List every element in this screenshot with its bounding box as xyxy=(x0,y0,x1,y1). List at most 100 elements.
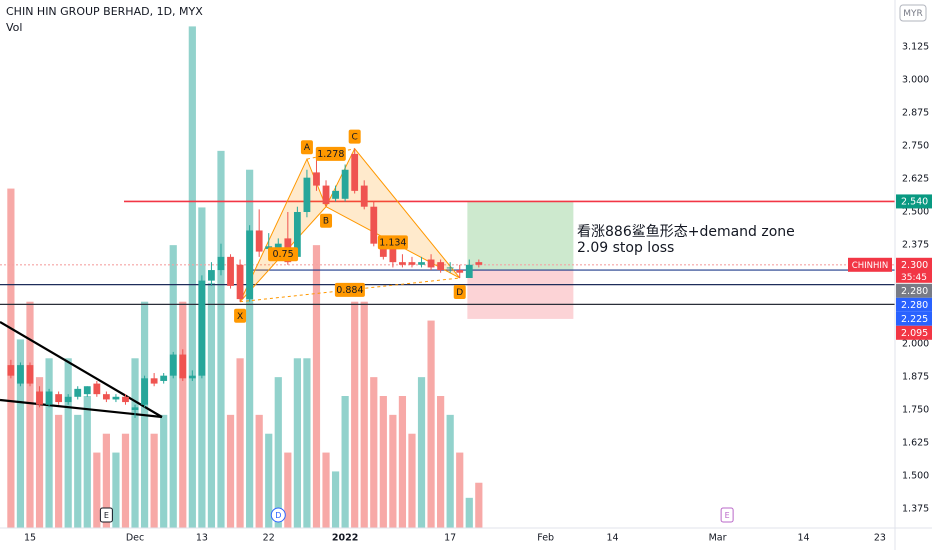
candle-body xyxy=(322,185,330,205)
volume-bar xyxy=(370,377,378,528)
stop-zone xyxy=(467,270,574,319)
volume-bar xyxy=(341,396,349,528)
event-marker[interactable] xyxy=(720,507,734,523)
volume-bar xyxy=(303,358,311,528)
pattern-point-label: B xyxy=(323,217,329,227)
volume-bar xyxy=(64,358,72,528)
volume-bar xyxy=(312,245,321,528)
candle-body xyxy=(64,396,72,403)
y-tick-label: 1.750 xyxy=(902,404,929,415)
candle-body xyxy=(332,190,339,199)
event-marker[interactable] xyxy=(99,507,113,523)
ratio-label: 1.278 xyxy=(317,149,344,160)
candle-body xyxy=(122,396,129,403)
y-tick-label: 1.625 xyxy=(902,437,929,448)
pattern-point-label: X xyxy=(237,312,243,322)
trend-line xyxy=(0,321,163,418)
candle-body xyxy=(341,169,349,199)
candle-body xyxy=(475,262,483,265)
symbol-badge xyxy=(848,257,892,272)
pattern-point-box xyxy=(320,213,333,228)
volume-bar xyxy=(226,414,235,528)
candle-body xyxy=(360,185,368,207)
volume-bar xyxy=(7,188,15,529)
x-tick-label: 17 xyxy=(444,533,456,544)
event-marker[interactable] xyxy=(270,507,286,523)
volume-bar xyxy=(475,482,483,528)
price-badge-label: 2.095 xyxy=(901,328,928,339)
pattern-point-box xyxy=(453,284,466,299)
candle-body xyxy=(169,354,177,376)
price-badge xyxy=(896,297,932,312)
y-tick-label: 2.000 xyxy=(902,338,929,349)
candle-body xyxy=(188,375,196,379)
candle-body xyxy=(389,243,397,263)
candle-body xyxy=(399,262,406,265)
volume-bar xyxy=(408,433,416,528)
volume-bar xyxy=(207,282,216,528)
volume-bar xyxy=(45,358,53,528)
pattern-point-label: D xyxy=(456,288,463,298)
price-badge xyxy=(896,257,932,272)
axis-layer: 1.375 1.500 1.625 1.750 1.875 2.000 2.375 2.500… xyxy=(24,41,932,544)
price-badge-label: 2.280 xyxy=(901,286,928,297)
candle-body xyxy=(7,365,15,376)
volume-bar xyxy=(102,433,110,528)
volume-bar xyxy=(83,396,91,528)
x-tick-label: 22 xyxy=(263,533,275,544)
volume-bar xyxy=(160,414,168,528)
annotation: 看涨886鲨鱼形态+demand zone xyxy=(577,223,795,240)
pattern-point-box xyxy=(300,140,313,155)
x-tick-label: Feb xyxy=(537,533,554,544)
ratio-box xyxy=(377,235,408,250)
candle-body xyxy=(55,394,63,403)
currency-box[interactable] xyxy=(899,4,927,22)
event-label[interactable]: D xyxy=(275,511,281,520)
pattern-point-box xyxy=(348,129,361,144)
x-tick-label: 15 xyxy=(24,533,36,544)
event-label[interactable]: E xyxy=(725,511,730,520)
volume-bar xyxy=(437,396,445,528)
volume-bar xyxy=(16,339,25,528)
volume-bar xyxy=(188,26,196,529)
volume-bar xyxy=(255,414,263,528)
candle-body xyxy=(112,396,120,400)
volume-bar xyxy=(236,358,244,528)
candle-body xyxy=(418,262,425,265)
volume-bar xyxy=(246,169,254,528)
x-tick-label: 2022 xyxy=(332,533,358,544)
candle-body xyxy=(437,262,445,271)
price-badge-label: 2.280 xyxy=(901,300,928,311)
volume-bar xyxy=(322,452,330,528)
candle-body xyxy=(141,378,148,405)
candle-body xyxy=(408,262,416,265)
candle-body xyxy=(45,391,53,405)
price-layer: X A B C D 0.75 1.278 1.134 0.884 E D E 看涨886鲨鱼形态+dem… xyxy=(7,129,795,523)
candle-body xyxy=(150,378,158,384)
volume-bar xyxy=(446,414,454,528)
candle-body xyxy=(265,246,273,249)
volume-bar xyxy=(93,452,101,528)
candle-body xyxy=(198,280,206,376)
y-tick-label: 3.000 xyxy=(902,74,929,85)
volume-bar xyxy=(417,377,426,528)
price-badge xyxy=(896,194,932,209)
currency[interactable]: MYR xyxy=(903,9,923,19)
pattern-point-label: C xyxy=(352,133,358,143)
candle-body xyxy=(227,256,234,286)
candle-body xyxy=(17,365,24,384)
x-tick-label: 23 xyxy=(874,533,886,544)
x-tick-label: 13 xyxy=(196,533,208,544)
candle-body xyxy=(74,388,82,397)
y-tick-label: 2.750 xyxy=(902,140,929,151)
candle-body xyxy=(446,267,454,269)
volume-bar xyxy=(35,377,44,528)
y-tick-label: 1.375 xyxy=(902,503,929,514)
price-badge-label: 2.540 xyxy=(901,196,928,207)
event-label[interactable]: E xyxy=(104,511,109,520)
volume-bar xyxy=(131,358,139,528)
price-badge-label: 2.300 xyxy=(901,260,928,271)
volume-bar xyxy=(150,433,158,528)
volume-bar xyxy=(217,150,225,528)
candle-body xyxy=(83,386,91,395)
